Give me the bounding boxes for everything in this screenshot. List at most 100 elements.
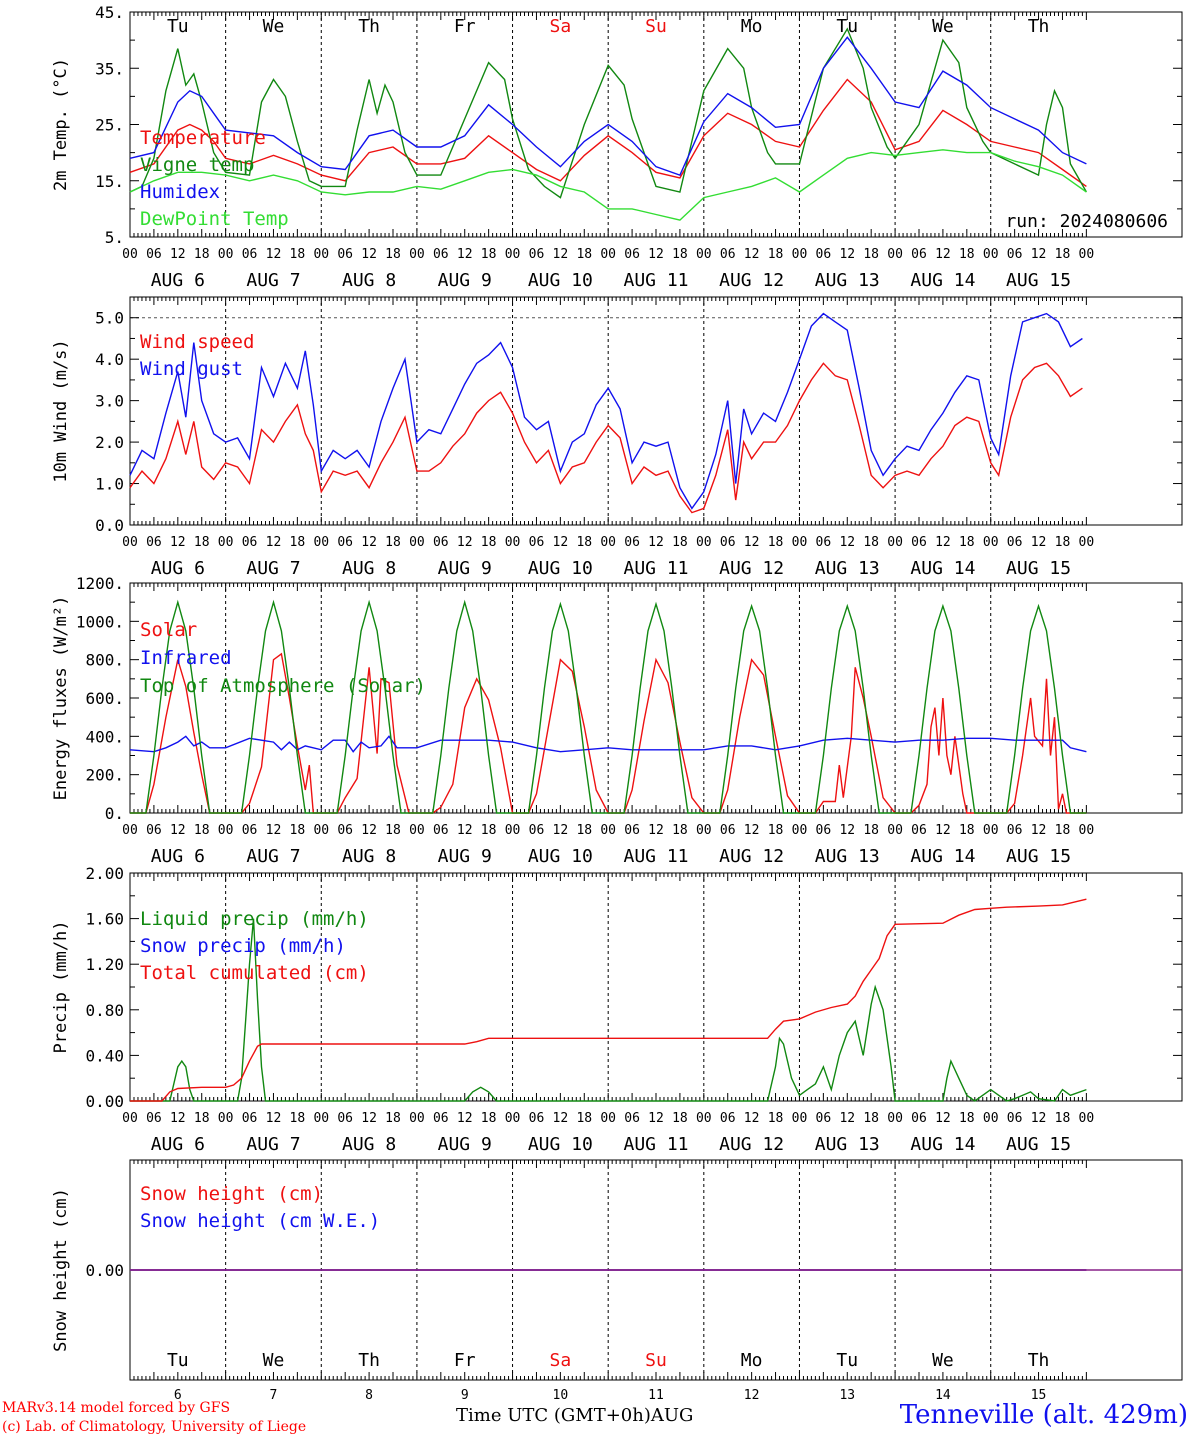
- date-label: AUG 12: [719, 270, 784, 291]
- hour-tick-label: 06: [911, 247, 927, 262]
- hour-tick-label: 18: [672, 535, 688, 550]
- hour-tick-label: 12: [457, 535, 473, 550]
- hour-tick-label: 18: [290, 1111, 306, 1126]
- series-line-temperature: [129, 78, 1087, 187]
- date-label: AUG 10: [528, 558, 593, 579]
- series-line-humidex: [129, 36, 1087, 176]
- hour-tick-label: 00: [505, 1111, 521, 1126]
- date-label: AUG 14: [910, 846, 975, 867]
- y-tick-label: 1.20: [85, 955, 124, 974]
- day-name: We: [263, 16, 285, 37]
- hour-tick-label: 12: [1031, 247, 1047, 262]
- day-name: Tu: [836, 1350, 858, 1371]
- hour-tick-label: 12: [170, 1111, 186, 1126]
- hour-tick-label: 06: [911, 823, 927, 838]
- date-label: AUG 7: [246, 1134, 300, 1155]
- date-label: AUG 9: [438, 1134, 492, 1155]
- day-name: Tu: [167, 16, 189, 37]
- day-name: Mo: [741, 1350, 763, 1371]
- plot-frame: [129, 582, 1183, 814]
- hour-tick-label: 00: [218, 535, 234, 550]
- day-number: 14: [935, 1388, 951, 1403]
- hour-tick-label: 18: [1055, 1111, 1071, 1126]
- panel-4: 0.00 0.40 0.80 1.20 1.60 2.00 Precip (mm/h) 00 0…: [51, 864, 1183, 1155]
- y-tick-label: 1200.: [76, 574, 124, 593]
- hour-tick-label: 06: [146, 535, 162, 550]
- day-name: Mo: [741, 16, 763, 37]
- hour-tick-label: 18: [576, 247, 592, 262]
- hour-tick-label: 12: [361, 247, 377, 262]
- hour-tick-label: 12: [553, 1111, 569, 1126]
- hour-tick-label: 06: [720, 535, 736, 550]
- hour-tick-label: 12: [457, 247, 473, 262]
- hour-tick-label: 12: [744, 247, 760, 262]
- plot-frame: [129, 11, 1183, 238]
- hour-tick-label: 18: [576, 823, 592, 838]
- hour-tick-label: 00: [313, 247, 329, 262]
- hour-tick-label: 06: [529, 247, 545, 262]
- hour-tick-label: 06: [242, 535, 258, 550]
- series-line-total-cumulated-cm: [130, 898, 1087, 1102]
- day-number: 9: [461, 1388, 469, 1403]
- day-name: We: [263, 1350, 285, 1371]
- hour-tick-label: 00: [122, 1111, 138, 1126]
- hour-tick-label: 06: [242, 823, 258, 838]
- hour-tick-label: 06: [624, 823, 640, 838]
- hour-tick-label: 18: [385, 1111, 401, 1126]
- hour-tick-label: 00: [1079, 1111, 1095, 1126]
- hour-tick-label: 06: [624, 247, 640, 262]
- legend-entry: Infrared: [140, 647, 232, 669]
- hour-tick-label: 18: [194, 1111, 210, 1126]
- hour-tick-label: 00: [887, 1111, 903, 1126]
- hour-tick-label: 06: [1007, 1111, 1023, 1126]
- hour-tick-label: 12: [935, 247, 951, 262]
- y-tick-label: 600.: [85, 689, 124, 708]
- y-tick-label: 25.: [95, 116, 124, 135]
- series-line-solar: [130, 652, 1087, 814]
- hour-tick-label: 12: [266, 535, 282, 550]
- hour-tick-label: 06: [433, 247, 449, 262]
- y-axis-label: Snow height (cm): [51, 1188, 71, 1352]
- lab-credit: (c) Lab. of Climatology, University of L…: [2, 1419, 307, 1435]
- date-label: AUG 14: [910, 270, 975, 291]
- hour-tick-label: 12: [170, 247, 186, 262]
- hour-tick-label: 18: [672, 1111, 688, 1126]
- hour-tick-label: 12: [935, 823, 951, 838]
- hour-tick-label: 00: [696, 247, 712, 262]
- day-name: Th: [1028, 16, 1050, 37]
- hour-tick-label: 06: [1007, 823, 1023, 838]
- hour-tick-label: 18: [576, 1111, 592, 1126]
- date-label: AUG 9: [438, 558, 492, 579]
- hour-tick-label: 00: [409, 535, 425, 550]
- hour-tick-label: 00: [600, 823, 616, 838]
- date-label: AUG 6: [151, 270, 205, 291]
- hour-tick-label: 12: [553, 823, 569, 838]
- date-label: AUG 6: [151, 1134, 205, 1155]
- hour-tick-label: 00: [696, 535, 712, 550]
- hour-tick-label: 00: [218, 1111, 234, 1126]
- day-number: 15: [1031, 1388, 1047, 1403]
- series-line-liquid-precip-mm-h: [130, 918, 1087, 1102]
- legend-entry: Liquid precip (mm/h): [140, 908, 369, 930]
- hour-tick-label: 00: [792, 535, 808, 550]
- hour-tick-label: 00: [792, 823, 808, 838]
- hour-tick-label: 12: [457, 823, 473, 838]
- series-line-dewpoint-temp: [129, 149, 1087, 221]
- hour-tick-label: 18: [290, 823, 306, 838]
- hour-tick-label: 06: [816, 247, 832, 262]
- hour-tick-label: 12: [839, 1111, 855, 1126]
- legend-entry: Wind gust: [140, 358, 243, 380]
- series-line-wind-gust: [129, 312, 1083, 510]
- hour-tick-label: 18: [194, 823, 210, 838]
- hour-tick-label: 12: [1031, 823, 1047, 838]
- y-tick-label: 0.00: [85, 1092, 124, 1111]
- y-tick-label: 0.80: [85, 1001, 124, 1020]
- hour-tick-label: 00: [792, 1111, 808, 1126]
- day-name: Su: [645, 16, 667, 37]
- hour-tick-label: 12: [361, 1111, 377, 1126]
- hour-tick-label: 00: [122, 247, 138, 262]
- hour-tick-label: 18: [576, 535, 592, 550]
- date-label: AUG 11: [623, 558, 688, 579]
- hour-tick-label: 18: [959, 1111, 975, 1126]
- hour-tick-label: 18: [768, 535, 784, 550]
